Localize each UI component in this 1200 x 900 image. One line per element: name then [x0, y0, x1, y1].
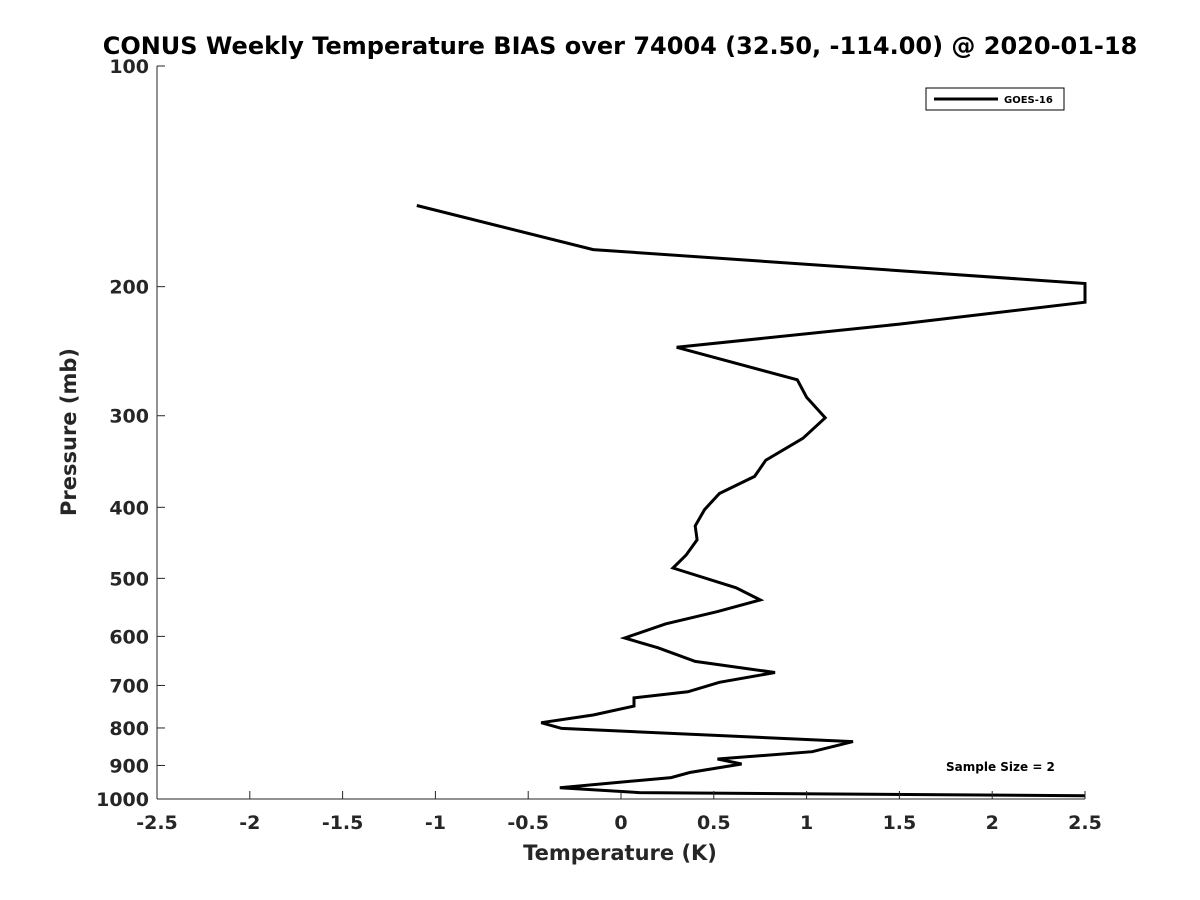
- y-tick-label: 600: [109, 626, 149, 648]
- series-line-goes-16: [416, 204, 1087, 798]
- y-tick-label: 700: [109, 675, 149, 697]
- sample-size-annotation: Sample Size = 2: [946, 760, 1055, 774]
- x-tick-label: -1: [425, 812, 446, 834]
- y-tick-label: 400: [109, 497, 149, 519]
- y-tick-label: 100: [109, 56, 149, 78]
- x-tick-label: 1: [800, 812, 813, 834]
- x-tick-label: -2: [239, 812, 260, 834]
- x-axis-ticks: -2.5 -2 -1.5 -1 -0.5 0 0.5 1 1.5 2 2.5: [136, 791, 1102, 834]
- x-tick-label: 1.5: [883, 812, 917, 834]
- x-axis-label: Temperature (K): [523, 841, 717, 865]
- y-tick-label: 300: [109, 406, 149, 428]
- x-tick-label: 0: [614, 812, 627, 834]
- x-tick-label: 2: [986, 812, 999, 834]
- x-tick-label: 2.5: [1068, 812, 1102, 834]
- x-tick-label: -2.5: [136, 812, 178, 834]
- y-tick-label: 1000: [96, 789, 149, 811]
- y-tick-label: 900: [109, 755, 149, 777]
- y-axis-ticks: 100 200 300 400 500 600 700 800 900 1000: [96, 56, 165, 811]
- y-tick-label: 200: [109, 277, 149, 299]
- plot-area: [156, 66, 1087, 800]
- chart-title: CONUS Weekly Temperature BIAS over 74004…: [103, 32, 1138, 60]
- x-tick-label: -0.5: [507, 812, 549, 834]
- y-axis-label: Pressure (mb): [57, 348, 81, 516]
- y-tick-label: 500: [109, 568, 149, 590]
- x-tick-label: -1.5: [322, 812, 364, 834]
- legend-label-goes-16: GOES-16: [1004, 95, 1053, 106]
- legend: GOES-16: [925, 87, 1065, 111]
- y-tick-label: 800: [109, 718, 149, 740]
- x-tick-label: 0.5: [697, 812, 731, 834]
